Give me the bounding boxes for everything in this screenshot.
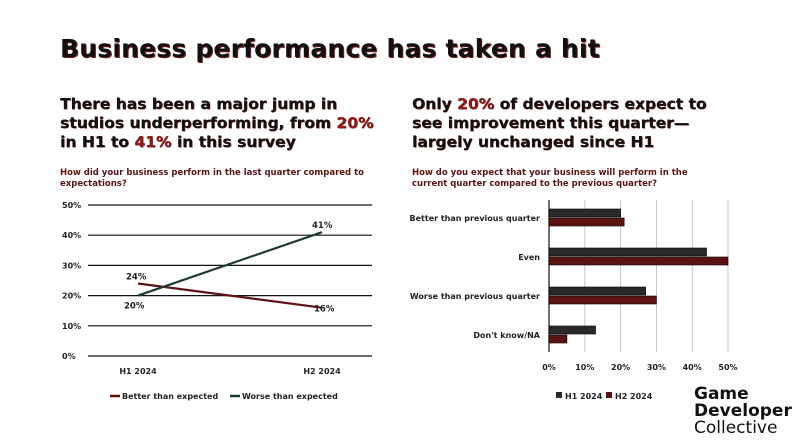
series-line-2 (137, 231, 323, 297)
y-tick-label: 0% (62, 352, 76, 361)
category-label: Better than previous quarter (410, 214, 541, 223)
bar (548, 334, 568, 344)
left-headline-part-1: 20% (336, 114, 374, 132)
bar (548, 256, 729, 266)
bar (548, 295, 657, 305)
legend-label-1: H1 2024 (565, 392, 603, 401)
series-line-1 (137, 282, 323, 309)
bar (548, 286, 646, 296)
left-headline-part-2: in H1 to (60, 133, 135, 151)
legend-swatch-2 (606, 392, 612, 398)
right-question: How do you expect that your business wil… (412, 168, 688, 189)
right-headline-part-2: of developers expect to see improvement … (412, 95, 707, 151)
page-title: Business performance has taken a hit (60, 34, 600, 63)
x-tick-label: 10% (575, 363, 594, 372)
legend-label-1: Better than expected (122, 392, 218, 401)
y-tick-label: 20% (62, 292, 81, 301)
left-headline-part-3: 41% (134, 133, 172, 151)
y-tick-label: 40% (62, 231, 81, 240)
right-headline: Only 20% of developers expect to see imp… (412, 95, 742, 152)
x-tick-label: H2 2024 (303, 367, 341, 376)
left-question: How did your business perform in the las… (60, 168, 364, 189)
logo-line-1: Game (694, 384, 749, 404)
bar (548, 208, 621, 218)
x-tick-label: 30% (647, 363, 666, 372)
legend-swatch-1 (556, 392, 562, 398)
y-tick-label: 30% (62, 261, 81, 270)
data-label: 20% (124, 302, 145, 312)
x-tick-label: 40% (683, 363, 702, 372)
category-label: Worse than previous quarter (410, 292, 540, 301)
data-label: 16% (314, 305, 335, 315)
left-headline: There has been a major jump in studios u… (60, 95, 380, 152)
legend-label-2: Worse than expected (242, 392, 338, 401)
logo-line-3: Collective (694, 418, 778, 438)
logo-line-2: Developer (694, 401, 792, 421)
x-tick-label: 20% (611, 363, 630, 372)
left-headline-part-4: in this survey (171, 133, 296, 151)
data-label: 24% (126, 273, 147, 283)
y-tick-label: 10% (62, 322, 81, 331)
x-tick-label: 0% (542, 363, 556, 372)
right-headline-part-0: Only (412, 95, 458, 113)
bar (548, 247, 707, 257)
x-tick-label: H1 2024 (119, 367, 157, 376)
right-headline-part-1: 20% (457, 95, 495, 113)
data-label: 41% (312, 221, 333, 231)
bar (548, 217, 625, 227)
x-tick-label: 50% (718, 363, 737, 372)
legend-label-2: H2 2024 (615, 392, 653, 401)
left-headline-part-0: There has been a major jump in studios u… (60, 95, 338, 132)
bar (548, 325, 596, 335)
category-label: Don't know/NA (473, 331, 540, 340)
y-tick-label: 50% (62, 201, 81, 210)
category-label: Even (518, 253, 540, 262)
game-developer-collective-logo: Game Developer Collective (694, 386, 794, 437)
